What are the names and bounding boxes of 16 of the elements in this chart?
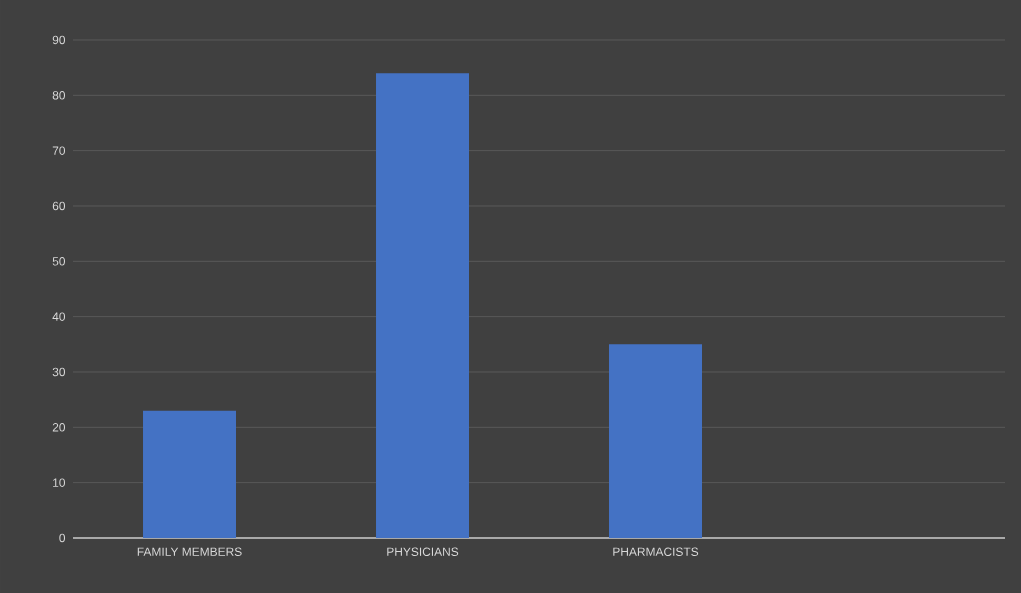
bar bbox=[609, 344, 703, 538]
x-tick-label: FAMILY MEMBERS bbox=[137, 547, 242, 556]
x-tick-label: PHARMACISTS bbox=[613, 547, 699, 556]
y-tick-label: 0 bbox=[59, 533, 66, 543]
bar bbox=[143, 410, 237, 538]
y-tick-label: 70 bbox=[52, 146, 66, 155]
y-tick-label: 20 bbox=[52, 423, 66, 432]
y-tick-label: 30 bbox=[52, 367, 66, 377]
y-tick-label: 60 bbox=[52, 201, 66, 211]
y-tick-label: 40 bbox=[52, 312, 66, 321]
y-tick-label: 10 bbox=[53, 478, 66, 487]
y-tick-label: 80 bbox=[52, 91, 66, 100]
x-tick-label: PHYSICIANS bbox=[387, 547, 459, 556]
y-tick-label: 50 bbox=[52, 257, 66, 266]
bar bbox=[376, 73, 470, 538]
y-tick-label: 90 bbox=[52, 35, 66, 45]
